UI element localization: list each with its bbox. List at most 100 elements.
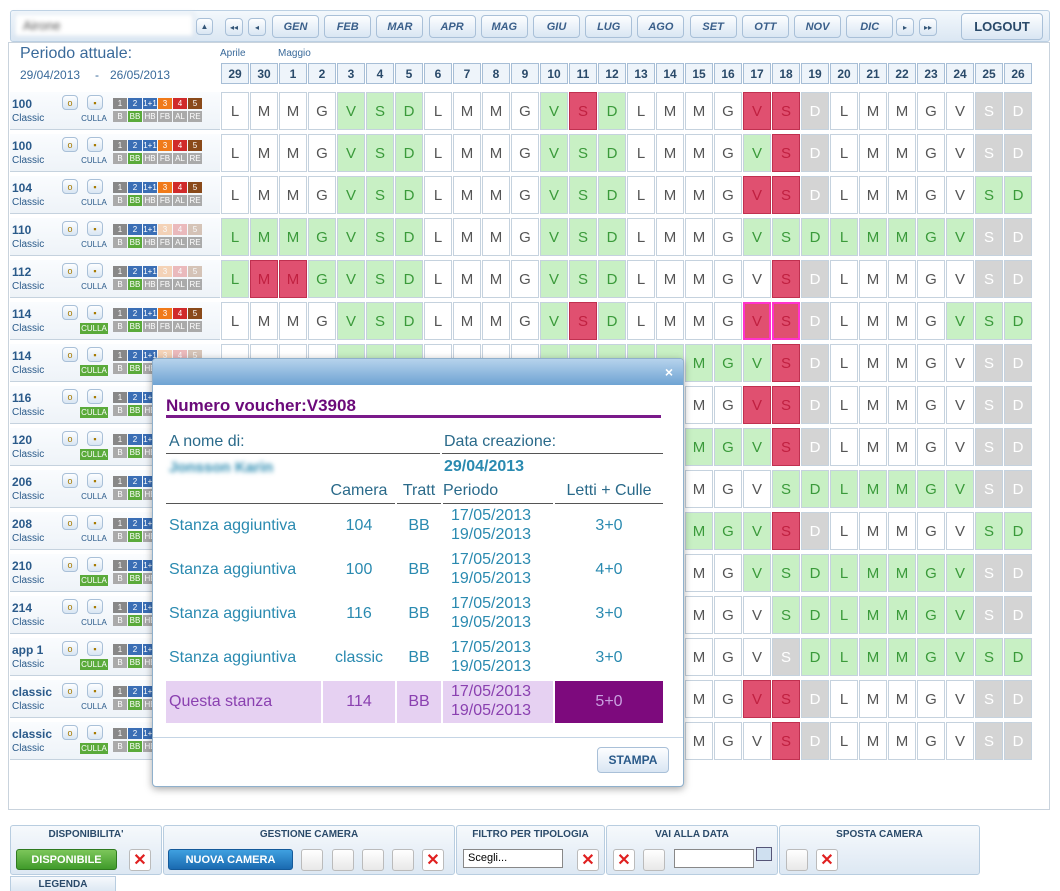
bed-option[interactable]: 3	[158, 140, 172, 151]
bed-option[interactable]: 1	[113, 266, 127, 277]
day-cell[interactable]: M	[859, 680, 887, 718]
day-cell[interactable]: M	[888, 428, 916, 466]
day-cell[interactable]: M	[685, 92, 713, 130]
day-cell[interactable]: L	[830, 470, 858, 508]
day-cell[interactable]: D	[1004, 260, 1032, 298]
month-button[interactable]: OTT	[741, 15, 789, 38]
day-cell[interactable]: L	[424, 92, 452, 130]
day-cell[interactable]: M	[888, 344, 916, 382]
day-cell[interactable]: G	[917, 470, 945, 508]
day-cell[interactable]: G	[308, 302, 336, 340]
day-cell[interactable]: G	[308, 134, 336, 172]
day-cell[interactable]: S	[772, 302, 800, 340]
board-option[interactable]: BB	[128, 237, 142, 248]
board-option[interactable]: FB	[158, 111, 172, 122]
board-option[interactable]: HB	[143, 741, 157, 752]
delete-button[interactable]: ✕	[577, 849, 599, 871]
day-cell[interactable]: M	[685, 512, 713, 550]
bed-option[interactable]: 4	[173, 308, 187, 319]
bed-option[interactable]: 1+1	[143, 308, 157, 319]
day-cell[interactable]: M	[482, 218, 510, 256]
tool-button[interactable]	[332, 849, 354, 871]
day-cell[interactable]: M	[279, 92, 307, 130]
day-cell[interactable]: V	[743, 638, 771, 676]
bed-option[interactable]: 5	[188, 350, 202, 361]
day-cell[interactable]: M	[482, 92, 510, 130]
month-button[interactable]: FEB	[324, 15, 372, 38]
board-option[interactable]: AL	[173, 321, 187, 332]
day-cell[interactable]: M	[250, 260, 278, 298]
day-cell[interactable]: M	[453, 176, 481, 214]
day-cell[interactable]: V	[743, 218, 771, 256]
bed-option[interactable]: 4	[173, 350, 187, 361]
bed-option[interactable]: 1+1	[143, 518, 157, 529]
day-cell[interactable]: M	[859, 512, 887, 550]
day-cell[interactable]: G	[714, 680, 742, 718]
day-cell[interactable]: G	[917, 638, 945, 676]
board-option[interactable]: RE	[188, 279, 202, 290]
day-cell[interactable]: D	[801, 134, 829, 172]
day-cell[interactable]: L	[830, 680, 858, 718]
board-option[interactable]: HB	[143, 363, 157, 374]
day-cell[interactable]: D	[395, 260, 423, 298]
day-cell[interactable]: M	[685, 722, 713, 760]
search-icon[interactable]: o	[62, 431, 78, 446]
day-cell[interactable]: L	[830, 596, 858, 634]
search-icon[interactable]: o	[62, 263, 78, 278]
day-cell[interactable]: M	[685, 596, 713, 634]
day-cell[interactable]: S	[772, 92, 800, 130]
day-cell[interactable]: M	[453, 134, 481, 172]
day-cell[interactable]: M	[859, 596, 887, 634]
day-cell[interactable]: M	[656, 260, 684, 298]
day-cell[interactable]: S	[569, 134, 597, 172]
day-cell[interactable]: M	[859, 218, 887, 256]
day-cell[interactable]: M	[685, 176, 713, 214]
day-cell[interactable]: G	[714, 428, 742, 466]
day-cell[interactable]: L	[830, 344, 858, 382]
day-cell[interactable]: M	[279, 176, 307, 214]
day-cell[interactable]: M	[859, 302, 887, 340]
day-cell[interactable]: G	[714, 260, 742, 298]
lock-icon[interactable]: ▪	[87, 599, 103, 614]
board-option[interactable]: HB	[143, 153, 157, 164]
board-option[interactable]: BB	[128, 405, 142, 416]
day-cell[interactable]: G	[511, 260, 539, 298]
day-cell[interactable]: S	[366, 218, 394, 256]
day-cell[interactable]: D	[801, 680, 829, 718]
bed-option[interactable]: 5	[188, 182, 202, 193]
day-cell[interactable]: L	[830, 722, 858, 760]
month-button[interactable]: GEN	[272, 15, 319, 38]
day-cell[interactable]: G	[917, 512, 945, 550]
day-cell[interactable]: V	[743, 92, 771, 130]
day-cell[interactable]: G	[511, 92, 539, 130]
day-cell[interactable]: D	[598, 176, 626, 214]
day-cell[interactable]: D	[1004, 638, 1032, 676]
bed-option[interactable]: 1	[113, 350, 127, 361]
board-option[interactable]: B	[113, 195, 127, 206]
day-cell[interactable]: V	[337, 302, 365, 340]
day-cell[interactable]: S	[975, 512, 1003, 550]
bed-option[interactable]: 1+1	[143, 98, 157, 109]
day-cell[interactable]: D	[395, 302, 423, 340]
print-button[interactable]: STAMPA	[597, 747, 669, 773]
bed-option[interactable]: 4	[173, 224, 187, 235]
logout-button[interactable]: LOGOUT	[961, 13, 1043, 40]
day-cell[interactable]: M	[888, 512, 916, 550]
day-cell[interactable]: L	[627, 176, 655, 214]
bed-option[interactable]: 3	[158, 224, 172, 235]
day-cell[interactable]: G	[917, 386, 945, 424]
day-cell[interactable]: S	[569, 92, 597, 130]
day-cell[interactable]: L	[424, 302, 452, 340]
nav-arrow[interactable]: ◂	[248, 18, 266, 36]
board-option[interactable]: AL	[173, 153, 187, 164]
day-cell[interactable]: G	[714, 176, 742, 214]
day-cell[interactable]: S	[366, 134, 394, 172]
day-cell[interactable]: D	[395, 134, 423, 172]
bed-option[interactable]: 1+1	[143, 224, 157, 235]
day-cell[interactable]: G	[308, 260, 336, 298]
day-cell[interactable]: G	[511, 218, 539, 256]
bed-option[interactable]: 1	[113, 392, 127, 403]
day-cell[interactable]: G	[714, 638, 742, 676]
board-option[interactable]: RE	[188, 195, 202, 206]
day-cell[interactable]: M	[685, 428, 713, 466]
